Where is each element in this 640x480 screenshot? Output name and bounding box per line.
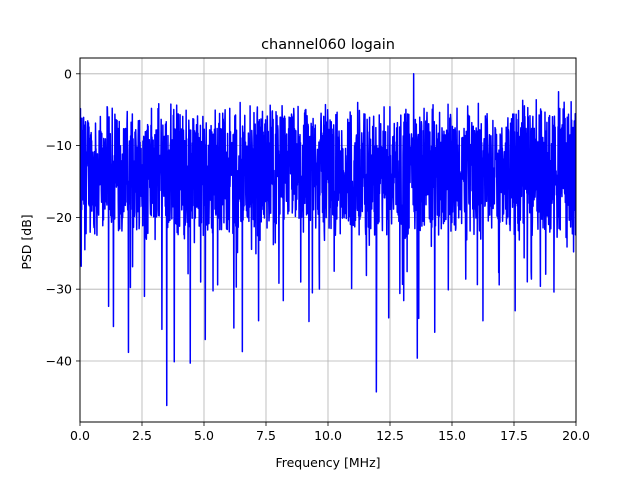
y-axis-label: PSD [dB] (19, 214, 34, 269)
axes: 0.0 2.5 5.0 7.5 10.0 12.5 15.0 17.5 20.0 0 −10 −20 −… (46, 57, 590, 443)
y-tick-label: −20 (46, 210, 72, 225)
x-tick-label: 17.5 (500, 428, 528, 443)
x-tick-label: 20.0 (562, 428, 590, 443)
x-axis-label: Frequency [MHz] (275, 455, 380, 470)
x-tick-label: 5.0 (194, 428, 214, 443)
y-tick-label: −30 (46, 282, 72, 297)
y-tick-label: 0 (64, 66, 72, 81)
x-tick-label: 12.5 (376, 428, 404, 443)
x-tick-label: 0.0 (70, 428, 90, 443)
chart-title: channel060 logain (261, 37, 395, 53)
plot-area (80, 73, 576, 407)
x-tick-label: 10.0 (314, 428, 342, 443)
y-tick-label: −40 (46, 353, 72, 368)
x-tick-label: 2.5 (132, 428, 152, 443)
x-tick-label: 7.5 (256, 428, 276, 443)
y-tick-label: −10 (46, 138, 72, 153)
x-tick-label: 15.0 (438, 428, 466, 443)
psd-series-line (80, 73, 576, 407)
